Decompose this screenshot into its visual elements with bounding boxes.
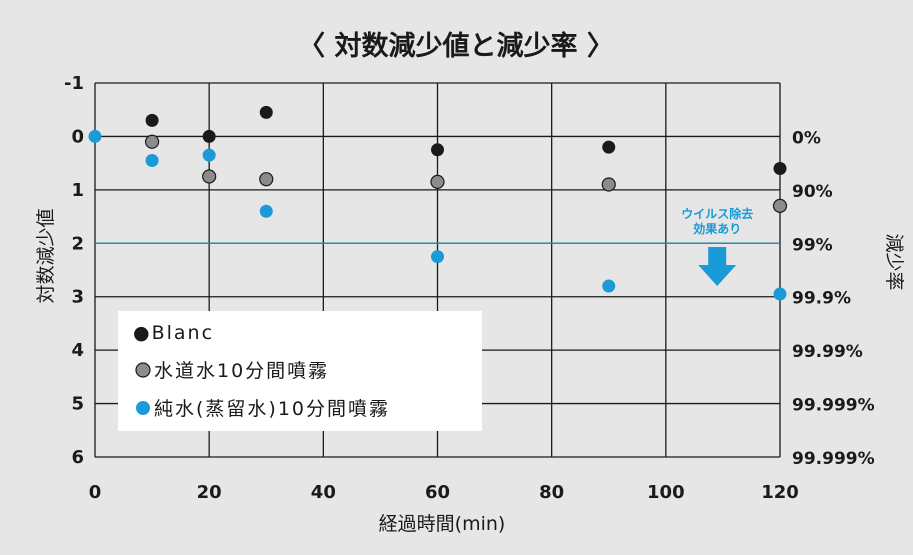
x-tick-label: 80 <box>539 482 564 503</box>
x-tick-label: 0 <box>89 482 102 503</box>
data-point-pure-water <box>602 279 616 293</box>
x-tick-label: 60 <box>425 482 450 503</box>
data-point-blanc <box>145 113 159 127</box>
data-point-blanc <box>202 129 216 143</box>
data-point-pure-water <box>773 287 787 301</box>
legend-marker <box>136 401 150 415</box>
y-tick-label: 4 <box>71 340 84 361</box>
legend-label: ●Blanc <box>133 322 214 344</box>
data-point-blanc <box>431 143 444 157</box>
data-point-tap-water <box>259 172 274 187</box>
data-point-tap-water <box>601 177 616 192</box>
right-tick-label: 99% <box>792 235 833 255</box>
y-tick-label: 3 <box>71 287 84 308</box>
x-tick-label: 120 <box>761 482 799 503</box>
right-tick-label: 99.999% <box>792 449 875 469</box>
y-tick-label: 0 <box>71 126 84 147</box>
y-tick-label: 6 <box>71 447 84 468</box>
legend-label: 水道水10分間噴霧 <box>154 360 329 382</box>
right-tick-label: 99.99% <box>792 342 863 362</box>
y-axis-label: 対数減少値 <box>35 208 57 303</box>
chart-title: 〈 対数減少値と減少率 〉 <box>298 30 614 62</box>
right-tick-label: 0% <box>792 128 821 148</box>
y-axis-ticks: -1 0 1 2 3 4 5 6 <box>64 73 84 468</box>
x-axis-label: 経過時間(min) <box>379 513 506 535</box>
legend-label: 純水(蒸留水)10分間噴霧 <box>154 398 390 420</box>
data-point-tap-water <box>202 169 217 184</box>
data-points <box>88 105 788 301</box>
data-point-pure-water <box>88 129 102 143</box>
data-point-tap-water <box>430 174 445 189</box>
data-point-blanc <box>773 161 787 175</box>
x-tick-label: 20 <box>197 482 222 503</box>
y-tick-label: 5 <box>71 394 84 415</box>
down-arrow-icon <box>698 247 737 286</box>
y-tick-label: 2 <box>71 233 84 254</box>
y-tick-label: 1 <box>71 180 84 201</box>
right-tick-label: 99.9% <box>792 289 851 309</box>
data-point-tap-water <box>144 134 160 149</box>
legend-marker <box>135 362 151 378</box>
x-tick-label: 100 <box>647 482 685 503</box>
x-axis-ticks: 0 20 40 60 80 100 120 <box>89 482 799 503</box>
data-point-blanc <box>259 105 273 119</box>
annotation-text-line-2: 効果あり <box>693 221 741 236</box>
removal-effect-annotation: ウイルス除去 効果あり <box>681 206 753 286</box>
annotation-text-line-1: ウイルス除去 <box>681 206 753 221</box>
right-tick-label: 90% <box>792 182 833 202</box>
data-point-pure-water <box>431 250 444 264</box>
data-point-pure-water <box>145 153 159 167</box>
data-point-tap-water <box>772 198 788 213</box>
data-point-pure-water <box>202 148 216 162</box>
right-axis-label: 減少率 <box>883 233 905 290</box>
data-point-blanc <box>602 140 616 154</box>
x-tick-label: 40 <box>311 482 336 503</box>
legend-box <box>118 311 482 431</box>
y-tick-label: -1 <box>64 73 84 94</box>
right-axis-ticks: 0% 90% 99% 99.9% 99.99% 99.999% 99.999% <box>792 128 875 469</box>
data-point-pure-water <box>259 204 273 218</box>
right-tick-label: 99.999% <box>792 396 875 416</box>
